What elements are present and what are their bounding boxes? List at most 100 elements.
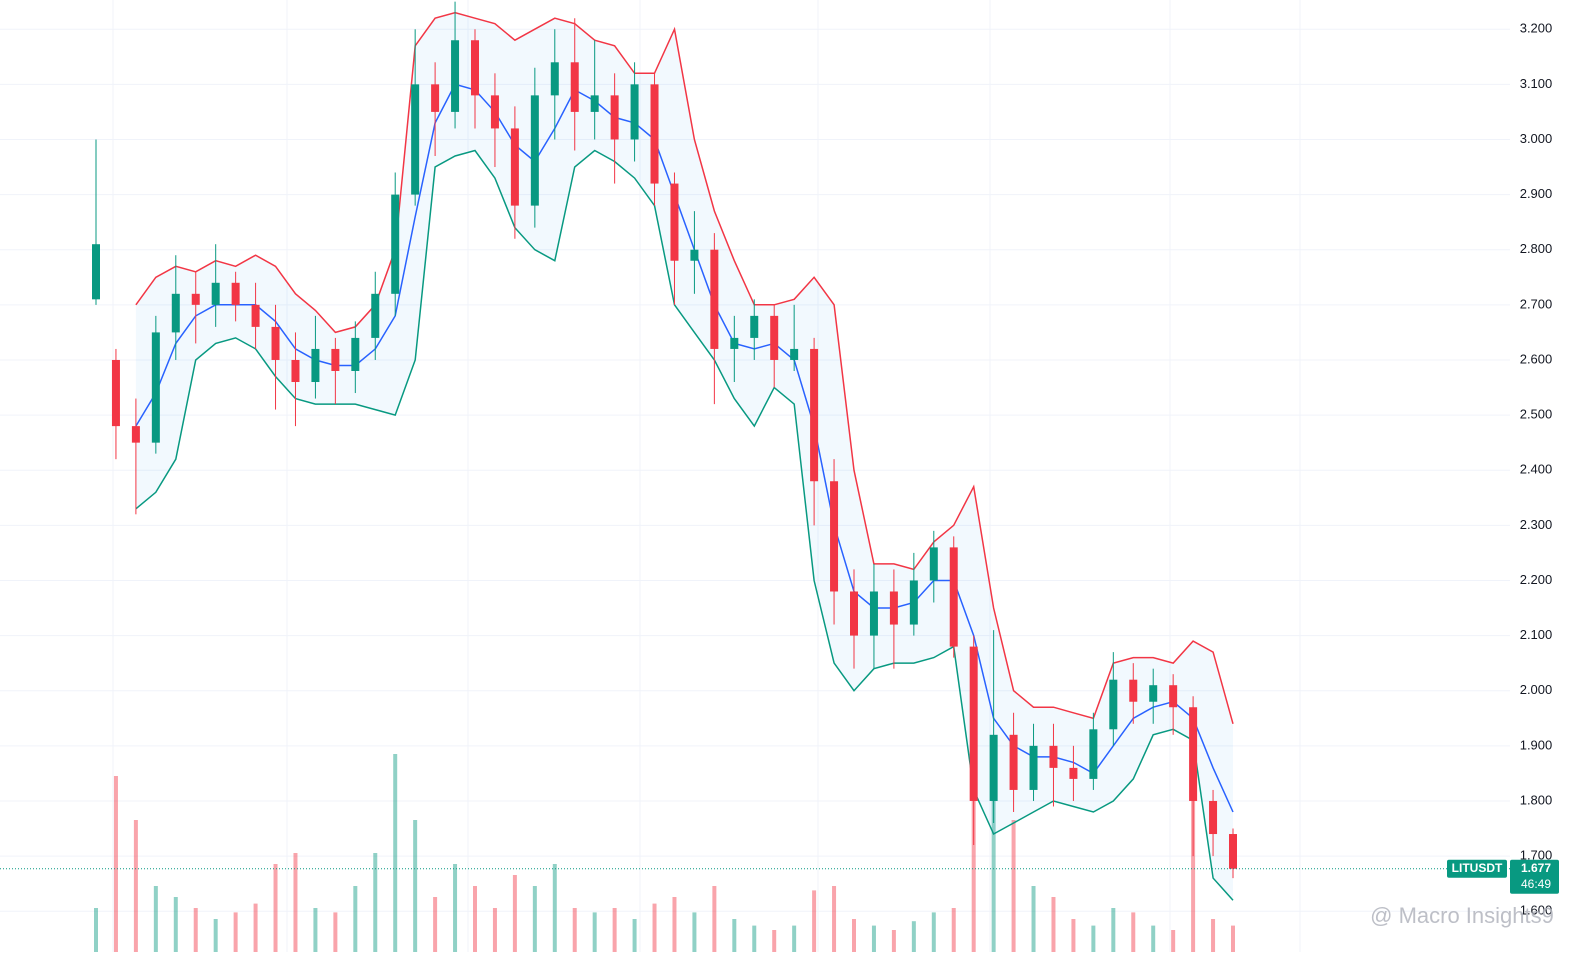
volume-bar bbox=[413, 820, 418, 952]
candle-body bbox=[471, 40, 479, 96]
candle-body bbox=[131, 426, 140, 443]
volume-bar bbox=[732, 919, 737, 952]
y-tick-label: 1.900 bbox=[1520, 737, 1553, 752]
candle-body bbox=[1169, 685, 1178, 708]
y-tick-label: 1.800 bbox=[1520, 792, 1553, 807]
band-fill bbox=[135, 12, 1233, 901]
price-tag-box bbox=[1510, 859, 1559, 894]
volume-bar bbox=[532, 886, 537, 952]
candle-body bbox=[391, 194, 400, 294]
candle-body bbox=[411, 84, 420, 195]
candle-body bbox=[251, 304, 260, 327]
volume-bar bbox=[832, 886, 837, 952]
candle-body bbox=[311, 348, 320, 383]
price-axis: 1.600 1.700 1.800 1.900 2.000 2.100 2.200 2.300… bbox=[1520, 21, 1553, 918]
candle-body bbox=[989, 734, 998, 801]
band-line bbox=[135, 11, 1234, 725]
candle-body bbox=[889, 591, 898, 625]
y-tick-label: 3.000 bbox=[1520, 131, 1553, 146]
volume-bar bbox=[373, 853, 378, 952]
volume-bar bbox=[792, 925, 797, 952]
candle-body bbox=[92, 244, 100, 300]
y-tick-label: 2.900 bbox=[1520, 186, 1553, 201]
candle-body bbox=[431, 84, 440, 112]
candle-body bbox=[111, 359, 120, 427]
volume-bar bbox=[1071, 919, 1076, 952]
candle-body bbox=[630, 84, 639, 140]
volume-bar bbox=[552, 864, 557, 952]
volume-bar bbox=[1171, 930, 1176, 952]
volume-bar bbox=[891, 930, 896, 952]
candle-body bbox=[1009, 734, 1018, 790]
candle-body bbox=[830, 481, 839, 592]
volume-bar bbox=[173, 897, 178, 952]
volume-bar bbox=[1151, 925, 1156, 952]
candle-body bbox=[451, 40, 460, 112]
y-tick-label: 2.500 bbox=[1520, 407, 1553, 422]
volume-bar bbox=[632, 919, 637, 952]
y-tick-label: 3.100 bbox=[1520, 76, 1553, 91]
candle-body bbox=[1209, 800, 1218, 835]
price-tag: LITUSDT 1.677 46:49 bbox=[0, 859, 1559, 894]
bands bbox=[135, 11, 1234, 901]
volume-bar bbox=[433, 897, 438, 952]
candle-body bbox=[351, 337, 360, 371]
volume-bar bbox=[1011, 820, 1016, 952]
volume-bar bbox=[94, 908, 98, 952]
volume-bar bbox=[1051, 897, 1056, 952]
volume-pane bbox=[94, 732, 1235, 952]
watermark: @ Macro Insights9 bbox=[1370, 903, 1554, 928]
volume-bar bbox=[512, 875, 517, 952]
y-tick-label: 1.700 bbox=[1520, 848, 1553, 863]
candle-body bbox=[929, 547, 938, 581]
symbol-tag bbox=[1447, 859, 1507, 878]
volume-bar bbox=[592, 912, 597, 952]
candle-body bbox=[610, 95, 619, 140]
volume-bar bbox=[1191, 798, 1196, 952]
volume-bar bbox=[1131, 912, 1136, 952]
candle-body bbox=[530, 95, 539, 206]
candle-body bbox=[291, 359, 300, 383]
volume-bar bbox=[752, 925, 757, 952]
volume-bar bbox=[951, 908, 956, 952]
volume-bar bbox=[692, 912, 697, 952]
price-label: 1.677 bbox=[1521, 861, 1551, 875]
candle-body bbox=[271, 326, 280, 360]
volume-bar bbox=[233, 912, 238, 952]
volume-bar bbox=[572, 908, 577, 952]
candle-body bbox=[750, 315, 759, 338]
volume-bar bbox=[293, 853, 298, 952]
candle-body bbox=[810, 348, 819, 482]
volume-bar bbox=[1231, 925, 1235, 952]
candle-body bbox=[969, 646, 978, 801]
volume-bar bbox=[1211, 919, 1216, 952]
candle-body bbox=[371, 293, 380, 338]
volume-bar bbox=[652, 903, 657, 952]
candle-body bbox=[1069, 767, 1078, 779]
volume-bar bbox=[193, 908, 198, 952]
volume-bar bbox=[492, 908, 497, 952]
vertical-grid bbox=[112, 0, 1301, 952]
volume-bar bbox=[612, 908, 617, 952]
volume-bar bbox=[133, 820, 138, 952]
candle-body bbox=[1049, 745, 1058, 768]
candle-body bbox=[550, 62, 559, 96]
candle-body bbox=[510, 128, 519, 206]
candles bbox=[92, 1, 1237, 879]
candle-body bbox=[151, 332, 160, 443]
candle-body bbox=[710, 249, 719, 349]
candle-body bbox=[570, 62, 579, 112]
candle-body bbox=[790, 348, 799, 360]
volume-bar bbox=[453, 864, 458, 952]
candle-body bbox=[490, 95, 499, 129]
candle-body bbox=[590, 95, 599, 112]
candle-body bbox=[690, 249, 699, 261]
volume-bar bbox=[1091, 925, 1096, 952]
volume-bar bbox=[153, 886, 158, 952]
volume-bar bbox=[1031, 886, 1036, 952]
volume-bar bbox=[931, 912, 936, 952]
y-tick-label: 2.100 bbox=[1520, 627, 1553, 642]
volume-bar bbox=[353, 886, 358, 952]
candle-body bbox=[191, 293, 200, 305]
